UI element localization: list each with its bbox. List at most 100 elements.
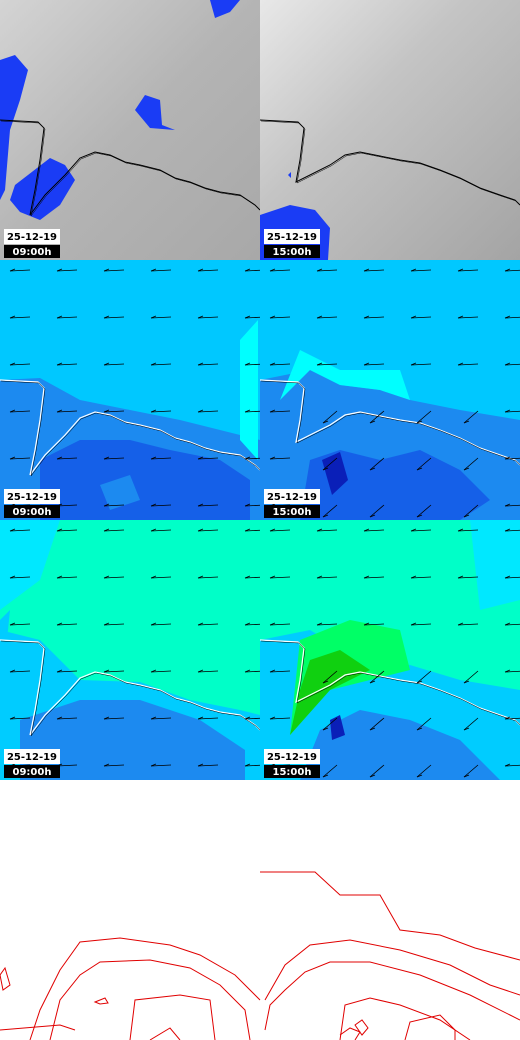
wind-arrow-head [197,503,204,507]
wind-arrow [197,410,219,413]
date-label: 25-12-19 [7,752,57,763]
wind-arrow-head [150,456,157,460]
wind-arrow [9,316,31,319]
wind-arrow [56,269,78,272]
wind-arrow [103,410,125,413]
wind-arrow [197,316,219,319]
wind-arrow-head [150,575,157,579]
date-label: 25-12-19 [267,492,317,503]
wind-arrow-head [504,763,511,767]
wind-arrow-head [150,503,157,507]
wind-arrow-head [316,315,323,319]
wind-arrow [150,670,172,673]
map-area [0,0,260,260]
wind-arrow [369,717,385,731]
wind-arrow-head [244,315,251,319]
map-panel: 25-12-19 09:00h [0,520,266,780]
wind-arrow [504,623,520,626]
wind-arrow-head [244,575,251,579]
wind-arrow-head [103,362,110,366]
coastline [259,379,520,466]
wind-arrow [150,363,172,366]
wind-arrow-head [9,456,16,460]
wind-arrow-head [56,268,63,272]
wind-arrow-head [457,315,464,319]
map-area [20,700,245,780]
time-box [4,505,60,518]
wind-arrow [56,623,78,626]
wind-arrow-head [504,622,511,626]
wind-arrow-head [410,362,417,366]
wind-arrow [197,529,219,532]
wind-arrow [103,717,125,720]
wind-arrow-head [197,716,204,720]
wind-arrow [197,576,219,579]
wind-arrow-head [197,409,204,413]
wind-arrow-head [150,315,157,319]
wind-arrow-head [504,503,511,507]
wind-arrow [197,670,219,673]
wind-arrow-head [410,575,417,579]
coastline [0,639,261,736]
wind-arrow-head [316,575,323,579]
coastline [259,639,520,726]
wind-arrow [416,457,432,471]
wind-arrow-head [56,456,63,460]
wind-arrow-head [9,268,16,272]
time-label: 15:00h [273,767,312,778]
map-area [470,520,520,610]
time-label: 15:00h [273,247,312,258]
wind-arrow [150,717,172,720]
wind-arrow-head [150,669,157,673]
wind-arrow-head [322,467,329,471]
wind-arrow [103,764,125,767]
wind-arrow [103,670,125,673]
wind-arrow-head [416,514,423,518]
wind-arrow-head [457,268,464,272]
wind-arrow [9,410,31,413]
wind-arrow [56,363,78,366]
wind-arrow [197,457,219,460]
map-area [10,158,75,220]
wind-arrow-head [369,420,376,424]
wind-arrow-head [369,467,376,471]
wind-arrow-head [103,622,110,626]
wind-arrow [56,717,78,720]
wind-arrow-head [463,514,470,518]
wind-arrow-head [9,669,16,673]
wind-arrow [269,363,291,366]
wind-arrow [197,764,219,767]
wind-arrow [322,410,338,424]
wind-arrow-head [197,268,204,272]
wind-arrow-head [269,409,276,413]
wind-arrow-head [416,680,423,684]
wind-arrow-head [410,315,417,319]
time-label: 09:00h [13,767,52,778]
wind-arrow [316,623,338,626]
wind-arrow [416,504,432,518]
wind-arrow-head [150,362,157,366]
wind-arrow [197,269,219,272]
wind-arrow-head [56,669,63,673]
coastline-edge [260,120,520,206]
wind-arrow-head [9,315,16,319]
wind-arrow-head [269,362,276,366]
wind-arrow-head [9,575,16,579]
map-area [290,650,370,735]
date-box [4,489,60,504]
date-box [4,749,60,764]
wind-arrow-head [463,680,470,684]
map-area [288,172,291,178]
wind-arrow [322,457,338,471]
wind-arrow-head [504,575,511,579]
wind-arrow [416,764,432,778]
wind-arrow-head [103,268,110,272]
wind-arrow-head [504,315,511,319]
wind-arrow [363,529,385,532]
wind-arrow [504,457,520,460]
wind-arrow [504,529,520,532]
wind-arrow-head [103,763,110,767]
wind-arrow [316,363,338,366]
wind-arrow-head [9,409,16,413]
